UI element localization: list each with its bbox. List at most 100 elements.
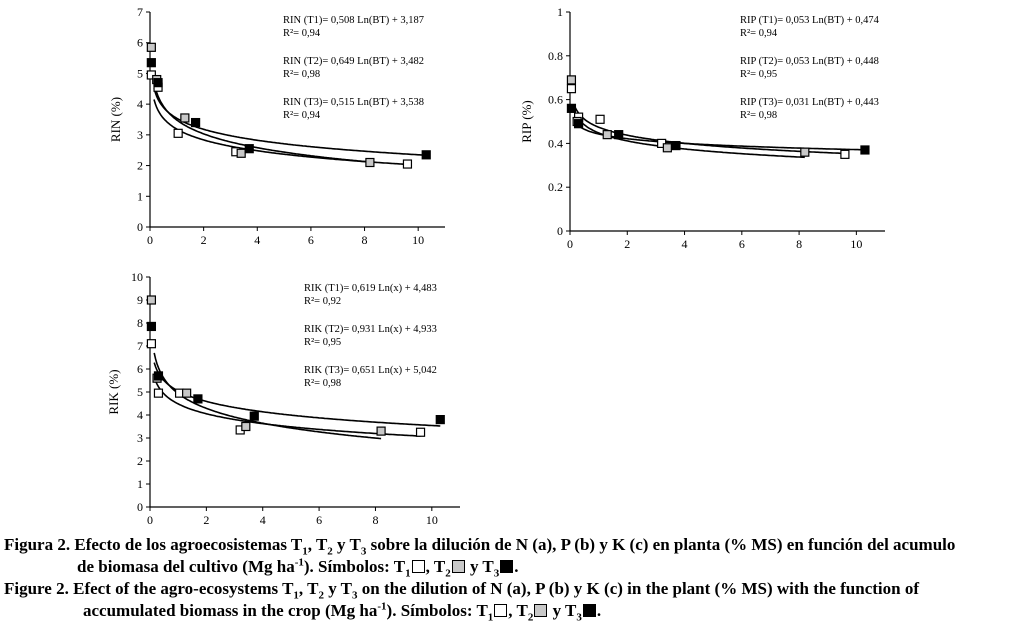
equation-label: RIN (T3)= 0,515 Ln(BT) + 3,538 bbox=[283, 97, 424, 108]
point-T1 bbox=[402, 159, 413, 169]
point-T3 bbox=[193, 394, 203, 404]
x-tick-label: 10 bbox=[412, 233, 424, 247]
fit-curve-T2 bbox=[153, 352, 382, 440]
point-T2 bbox=[146, 295, 157, 305]
r2-label: R²= 0,92 bbox=[304, 296, 341, 307]
point-T2 bbox=[182, 388, 192, 398]
point-T3 bbox=[614, 130, 624, 140]
x-tick-label: 0 bbox=[147, 513, 153, 527]
t2-symbol-icon bbox=[534, 604, 548, 617]
y-tick-label: 4 bbox=[137, 97, 143, 111]
point-T3 bbox=[190, 117, 201, 128]
point-T2 bbox=[800, 147, 810, 157]
caption-es-line1: Figura 2. Efecto de los agroecosistemas … bbox=[4, 535, 956, 558]
y-tick-label: 2 bbox=[137, 454, 143, 468]
point-T3 bbox=[153, 78, 163, 88]
r2-label: R²= 0,94 bbox=[283, 28, 321, 39]
caption-es-line2: de biomasa del cultivo (Mg ha-1). Símbol… bbox=[77, 556, 519, 580]
caption-en-line2: accumulated biomass in the crop (Mg ha-1… bbox=[83, 600, 602, 623]
t3-symbol-icon bbox=[500, 560, 514, 573]
point-T3 bbox=[146, 58, 156, 68]
equation-label: RIP (T1)= 0,053 Ln(BT) + 0,474 bbox=[740, 15, 880, 26]
t2-symbol-icon bbox=[451, 560, 465, 573]
r2-label: R²= 0,98 bbox=[283, 69, 320, 80]
y-tick-label: 0.4 bbox=[548, 136, 563, 150]
r2-label: R²= 0,94 bbox=[283, 110, 321, 121]
point-T1 bbox=[415, 427, 426, 437]
x-tick-label: 4 bbox=[682, 237, 688, 251]
point-T3 bbox=[146, 321, 157, 332]
x-tick-label: 8 bbox=[362, 233, 368, 247]
x-tick-label: 10 bbox=[426, 513, 438, 527]
y-tick-label: 1 bbox=[137, 477, 143, 491]
y-tick-label: 0 bbox=[137, 500, 143, 514]
y-tick-label: 1 bbox=[557, 5, 563, 19]
y-tick-label: 5 bbox=[137, 66, 143, 80]
x-tick-label: 2 bbox=[624, 237, 630, 251]
x-tick-label: 10 bbox=[850, 237, 862, 251]
r2-label: R²= 0,98 bbox=[304, 378, 341, 389]
equation-label: RIP (T2)= 0,053 Ln(BT) + 0,448 bbox=[740, 56, 879, 67]
fit-curve-T3 bbox=[153, 88, 427, 156]
x-tick-label: 6 bbox=[308, 233, 314, 247]
panel-N: 0 1 2 3 4 5 6 7 0 2 4 6 8 10 RIN (%) RIN (T1)= 0,508 Ln… bbox=[108, 5, 445, 247]
y-tick-label: 7 bbox=[137, 5, 143, 19]
r2-label: R²= 0,95 bbox=[740, 69, 777, 80]
y-tick-label: 0.2 bbox=[548, 180, 563, 194]
y-tick-label: 0.8 bbox=[548, 49, 563, 63]
equation-label: RIK (T3)= 0,651 Ln(x) + 5,042 bbox=[304, 365, 437, 376]
point-T2 bbox=[180, 113, 190, 123]
point-T2 bbox=[236, 148, 246, 158]
y-tick-label: 0 bbox=[137, 220, 143, 234]
point-T3 bbox=[435, 415, 445, 425]
point-T2 bbox=[376, 426, 386, 436]
equation-label: RIP (T3)= 0,031 Ln(BT) + 0,443 bbox=[740, 97, 879, 108]
x-tick-label: 8 bbox=[796, 237, 802, 251]
y-axis-label: RIN (%) bbox=[108, 97, 123, 142]
point-T1 bbox=[153, 388, 164, 398]
point-T3 bbox=[249, 411, 259, 421]
x-tick-label: 8 bbox=[372, 513, 378, 527]
point-T2 bbox=[241, 421, 251, 432]
point-T1 bbox=[173, 128, 183, 138]
x-tick-label: 4 bbox=[260, 513, 266, 527]
point-T3 bbox=[573, 119, 584, 129]
point-T3 bbox=[421, 150, 431, 160]
point-T3 bbox=[153, 371, 164, 381]
point-T2 bbox=[602, 130, 612, 140]
point-T1 bbox=[595, 114, 605, 124]
equation-label: RIN (T1)= 0,508 Ln(BT) + 3,187 bbox=[283, 15, 424, 26]
t1-symbol-icon bbox=[494, 604, 508, 617]
y-tick-label: 4 bbox=[137, 408, 143, 422]
t3-symbol-icon bbox=[582, 604, 596, 617]
y-tick-label: 0 bbox=[557, 224, 563, 238]
point-T2 bbox=[146, 42, 156, 52]
point-T3 bbox=[244, 144, 254, 154]
y-tick-label: 9 bbox=[137, 293, 143, 307]
y-tick-label: 8 bbox=[137, 316, 143, 330]
r2-label: R²= 0,94 bbox=[740, 28, 778, 39]
point-T1 bbox=[146, 70, 156, 80]
point-T3 bbox=[860, 145, 870, 155]
fit-curve-T2 bbox=[573, 110, 805, 159]
fit-curve-T1 bbox=[573, 104, 845, 155]
y-axis-label: RIK (%) bbox=[106, 369, 121, 414]
y-tick-label: 6 bbox=[137, 362, 143, 376]
point-T2 bbox=[365, 157, 375, 168]
panel-K: 0 1 2 3 4 5 6 7 8 9 10 0 2 4 6 8 10 RIK (%) RIK (T1)= 0,61… bbox=[106, 270, 460, 527]
x-tick-label: 2 bbox=[201, 233, 207, 247]
y-axis-label: RIP (%) bbox=[519, 100, 534, 143]
y-tick-label: 3 bbox=[137, 431, 143, 445]
y-tick-label: 0.6 bbox=[548, 93, 563, 107]
y-tick-label: 7 bbox=[137, 339, 143, 353]
r2-label: R²= 0,98 bbox=[740, 110, 777, 121]
x-tick-label: 6 bbox=[316, 513, 322, 527]
y-tick-label: 2 bbox=[137, 159, 143, 173]
x-tick-label: 0 bbox=[147, 233, 153, 247]
point-T3 bbox=[566, 103, 577, 113]
x-tick-label: 2 bbox=[203, 513, 209, 527]
point-T1 bbox=[840, 149, 850, 159]
t1-symbol-icon bbox=[411, 560, 425, 573]
